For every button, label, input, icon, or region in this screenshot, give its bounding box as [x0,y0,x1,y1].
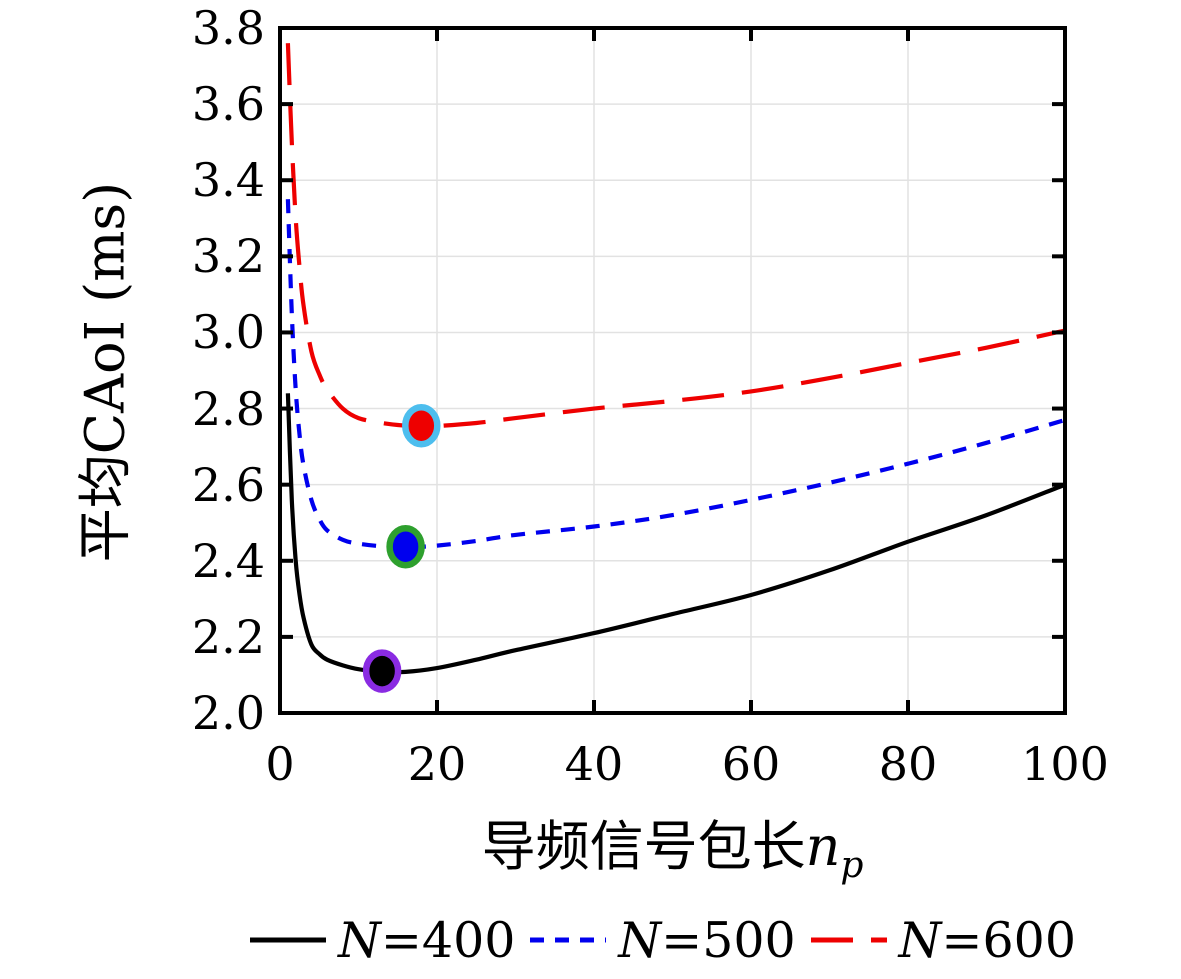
legend-label-value: =400 [380,911,516,969]
y-tick-label: 2.2 [191,609,265,664]
x-tick-label: 0 [265,737,295,791]
x-axis-label-text: 导频信号包长 [481,815,806,878]
min-marker-N=400 [362,649,402,693]
legend-label: N=600 [899,916,1076,965]
legend-label-value: =600 [941,911,1076,969]
legend-label-variable: N [338,911,381,969]
x-tick-label: 40 [564,737,624,791]
legend-label-value: =500 [661,911,796,969]
y-tick-label: 2.8 [191,381,265,436]
legend-line-swatch [248,931,328,950]
legend-line-swatch [809,931,889,950]
y-tick-label: 2.0 [191,686,265,740]
min-marker-N=500 [386,524,425,569]
x-tick-label: 100 [1021,737,1109,791]
legend-line-swatch [528,931,608,950]
x-tick-label: 80 [878,737,938,791]
x-tick-label: 60 [721,737,781,791]
legend-item-N=400: N=400 [248,916,515,965]
x-axis-label-variable: n [805,815,841,878]
legend-item-N=600: N=600 [809,916,1076,965]
x-axis-label: 导频信号包长np [280,802,1065,886]
legend-label: N=400 [338,916,515,965]
y-tick-label: 3.4 [191,153,265,208]
series-line-N=600 [285,43,1065,429]
y-tick-label: 3.0 [191,305,265,360]
axis-box [278,26,1067,715]
legend-item-N=500: N=500 [528,916,796,965]
series-line-N=400 [285,393,1065,675]
y-tick-label: 2.4 [191,533,265,588]
y-axis-label: 平均CAoI (ms) [73,181,137,563]
legend-label-variable: N [618,911,662,969]
y-tick-label: 3.2 [191,229,265,284]
x-axis-label-subscript: p [840,844,864,886]
series-line-N=500 [285,199,1065,550]
y-tick-label: 3.6 [191,77,265,132]
y-tick-label: 3.8 [191,1,265,55]
min-marker-N=600 [402,403,441,448]
legend-label-variable: N [898,911,942,969]
x-tick-label: 20 [407,737,467,791]
legend-label: N=500 [618,916,795,965]
y-tick-label: 2.6 [191,457,265,512]
legend: N=400 N=500 N=600 [248,908,1076,972]
